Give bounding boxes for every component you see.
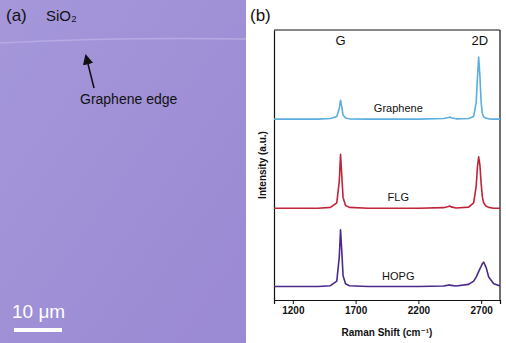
y-axis-title: Intensity (a.u.) [257, 131, 268, 199]
x-tick: 1700 [345, 300, 368, 316]
x-tick-label: 1700 [345, 305, 368, 316]
y-axis-line [274, 31, 275, 301]
panel-label: (a) [6, 6, 27, 25]
x-axis-title: Raman Shift (cm⁻¹) [342, 327, 433, 338]
micrograph [0, 0, 246, 343]
figure: (a) SiO₂ Graphene edge 10 μm (b) 1200 1700 2200… [0, 0, 506, 343]
scale-bar [14, 328, 62, 332]
substrate-label: SiO₂ [46, 7, 77, 24]
x-tick-label: 2200 [408, 305, 431, 316]
x-tick-label: 2700 [471, 305, 494, 316]
spectrum-line [274, 57, 500, 119]
annotation: Graphene edge [80, 91, 178, 107]
panel-label: (b) [250, 6, 271, 25]
plot-area [274, 57, 500, 287]
spectrum-line [274, 154, 500, 208]
peak-label: G [335, 33, 345, 48]
graphene-edge-line [0, 39, 246, 44]
x-tick-mark [356, 300, 357, 304]
x-tick-label: 1200 [282, 305, 305, 316]
peak-label: 2D [472, 33, 489, 48]
frame-top [274, 29, 500, 30]
x-tick-mark [418, 300, 419, 304]
scale-bar-label: 10 μm [12, 301, 65, 322]
frame-right [499, 30, 500, 300]
arrow [86, 56, 94, 88]
series-label: Graphene [374, 102, 423, 114]
x-tick: 2700 [471, 300, 494, 316]
spectrum-line [274, 230, 500, 287]
x-tick: 2200 [408, 300, 431, 316]
series-label: HOPG [382, 270, 414, 282]
x-tick: 1200 [282, 300, 305, 316]
x-tick-mark [481, 300, 482, 304]
x-tick-mark [293, 300, 294, 304]
x-axis-line [275, 301, 501, 305]
x-axis: 1200 1700 2200 2700 [275, 300, 501, 316]
y-axis [274, 31, 275, 301]
series-label: FLG [388, 191, 409, 203]
